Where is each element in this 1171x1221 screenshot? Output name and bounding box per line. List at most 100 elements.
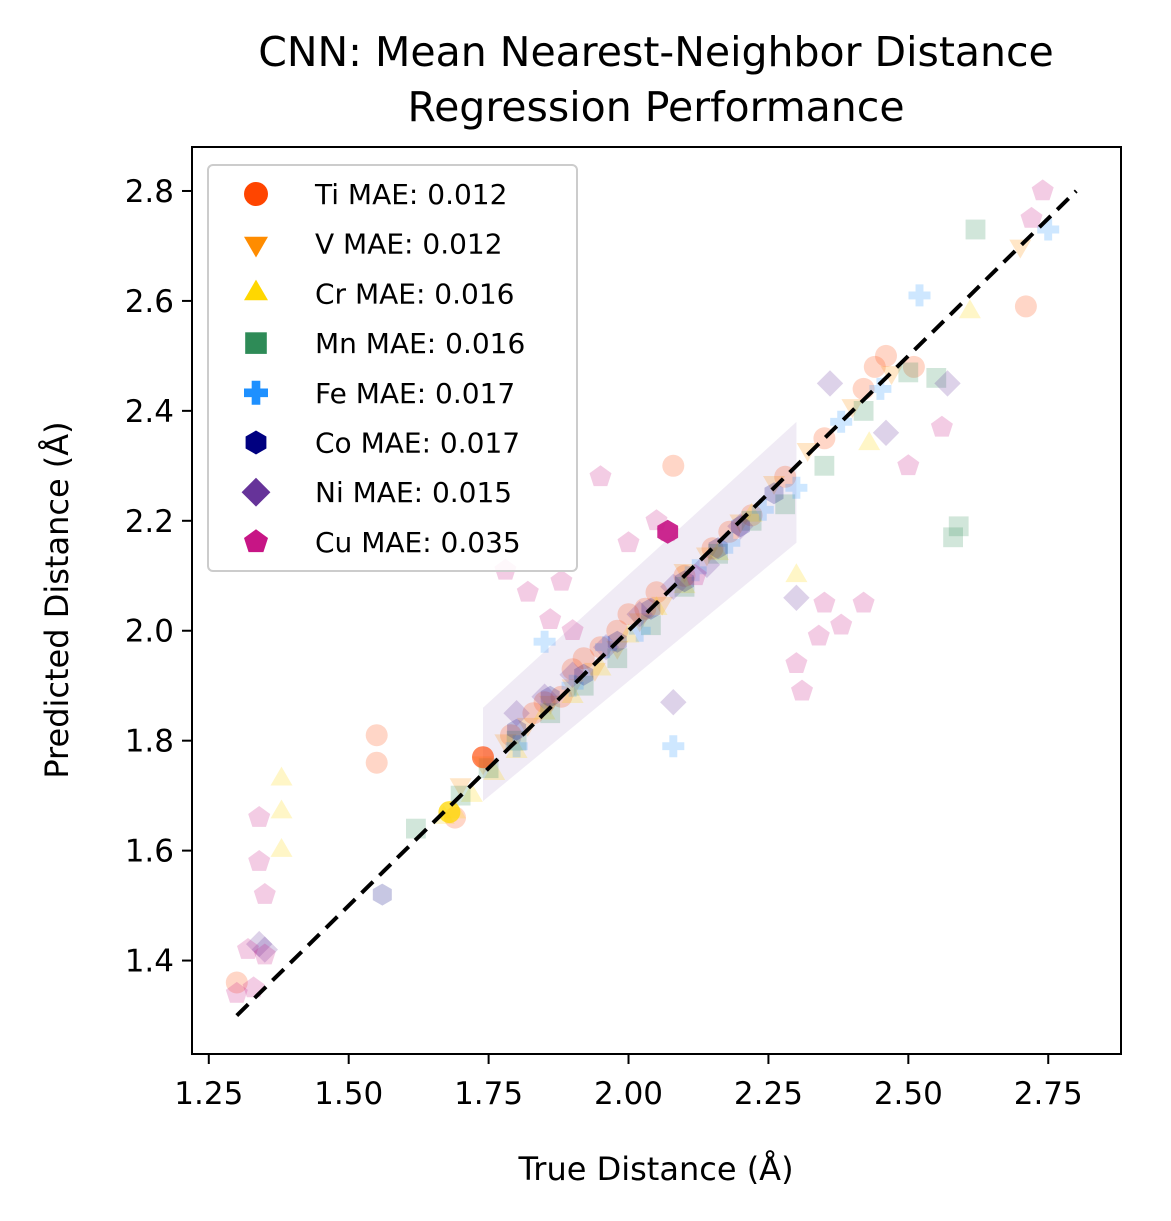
legend-entry-co: Co MAE: 0.017: [245, 427, 520, 460]
data-points: [225, 179, 1060, 1003]
legend-entry-ti: Ti MAE: 0.012: [244, 178, 507, 211]
data-point: [237, 938, 259, 959]
legend-box: [207, 164, 578, 572]
data-point: [589, 656, 612, 676]
data-point: [943, 527, 963, 548]
data-point: [561, 674, 584, 697]
data-point: [853, 401, 874, 421]
data-point: [740, 504, 763, 527]
chart-title-line-1: CNN: Mean Nearest-Neighbor Distance: [258, 28, 1054, 76]
data-point: [673, 574, 696, 594]
data-point: [897, 454, 920, 476]
data-point: [657, 519, 679, 544]
y-tick-label: 1.4: [125, 944, 174, 980]
data-point: [225, 971, 248, 994]
data-point: [253, 943, 276, 965]
data-point: [561, 679, 584, 699]
data-point: [270, 766, 293, 786]
x-tick-label: 1.50: [314, 1076, 383, 1112]
y-tick-label: 1.8: [125, 724, 174, 760]
data-point: [930, 415, 953, 437]
data-point: [814, 455, 835, 476]
data-point: [830, 613, 853, 635]
data-point: [561, 684, 584, 703]
data-point: [908, 284, 931, 307]
data-point: [460, 783, 483, 802]
data-point: [607, 648, 628, 669]
data-point: [583, 662, 606, 682]
legend-marker-hexagon: [245, 430, 267, 455]
plot-frame: [191, 146, 1122, 1055]
legend-marker-pentagon: [244, 529, 268, 553]
data-point: [807, 624, 830, 646]
data-point: [934, 370, 961, 397]
data-point: [783, 584, 810, 611]
legend-marker-triangle-down: [244, 236, 268, 258]
legend-entry-mn: Mn MAE: 0.016: [245, 327, 525, 360]
data-point: [628, 619, 651, 642]
data-point: [494, 734, 517, 754]
data-point: [898, 362, 919, 383]
x-tick-label: 2.25: [734, 1076, 803, 1112]
data-point: [372, 883, 392, 906]
x-axis: 1.25 1.50 1.75 2.00 2.25 2.50 2.75: [174, 1054, 1083, 1112]
data-point: [595, 636, 618, 659]
data-point: [872, 419, 900, 446]
data-point: [626, 601, 653, 628]
y-tick-label: 2.6: [125, 284, 174, 320]
data-point: [880, 366, 903, 385]
data-point: [1020, 206, 1043, 228]
data-point: [816, 370, 844, 397]
data-point: [559, 661, 586, 688]
legend-entry-v: V MAE: 0.012: [244, 228, 503, 261]
data-point: [617, 531, 640, 553]
data-point: [791, 679, 813, 701]
data-point: [707, 541, 730, 561]
data-point: [522, 702, 545, 725]
data-point: [500, 724, 522, 747]
y-tick-label: 1.6: [125, 834, 174, 870]
data-point: [708, 543, 728, 564]
legend-marker-square: [245, 332, 267, 354]
data-point: [852, 591, 875, 613]
legend-entry-cr: Cr MAE: 0.016: [244, 277, 514, 310]
data-point: [948, 516, 969, 537]
data-point: [592, 634, 620, 661]
data-point: [628, 613, 651, 633]
data-point: [1014, 295, 1037, 318]
data-point: [540, 703, 561, 724]
data-point: [540, 685, 560, 708]
data-point: [926, 368, 947, 388]
data-point: [1031, 179, 1054, 201]
y-tick-label: 2.4: [125, 394, 174, 430]
data-point: [561, 658, 584, 681]
series-fe: [505, 218, 1060, 758]
data-point: [472, 746, 494, 769]
data-point: [875, 344, 897, 367]
data-point: [634, 597, 657, 620]
data-point: [507, 718, 527, 741]
y-axis-label: Predicted Distance (Å): [38, 421, 76, 778]
data-point: [248, 806, 271, 827]
y-axis: 1.4 1.6 1.8 2.0 2.2 2.4 2.6 2.8: [125, 174, 192, 980]
data-point: [550, 569, 573, 591]
data-point: [675, 570, 694, 593]
data-point: [684, 559, 707, 582]
data-point: [483, 761, 506, 780]
data-point: [533, 630, 556, 653]
data-point: [662, 454, 685, 477]
data-point: [718, 531, 741, 554]
y-tick-label: 2.2: [125, 504, 174, 540]
data-point: [531, 683, 558, 710]
x-tick-label: 2.50: [874, 1076, 943, 1112]
data-point: [965, 219, 986, 240]
data-point: [869, 377, 892, 400]
data-point: [863, 355, 886, 378]
data-point: [572, 647, 595, 670]
dense-point-cloud: [483, 421, 797, 802]
data-point: [270, 838, 293, 857]
series-cu: [225, 179, 1054, 1003]
data-point: [270, 799, 293, 819]
data-point: [708, 537, 728, 560]
data-point: [730, 515, 750, 538]
